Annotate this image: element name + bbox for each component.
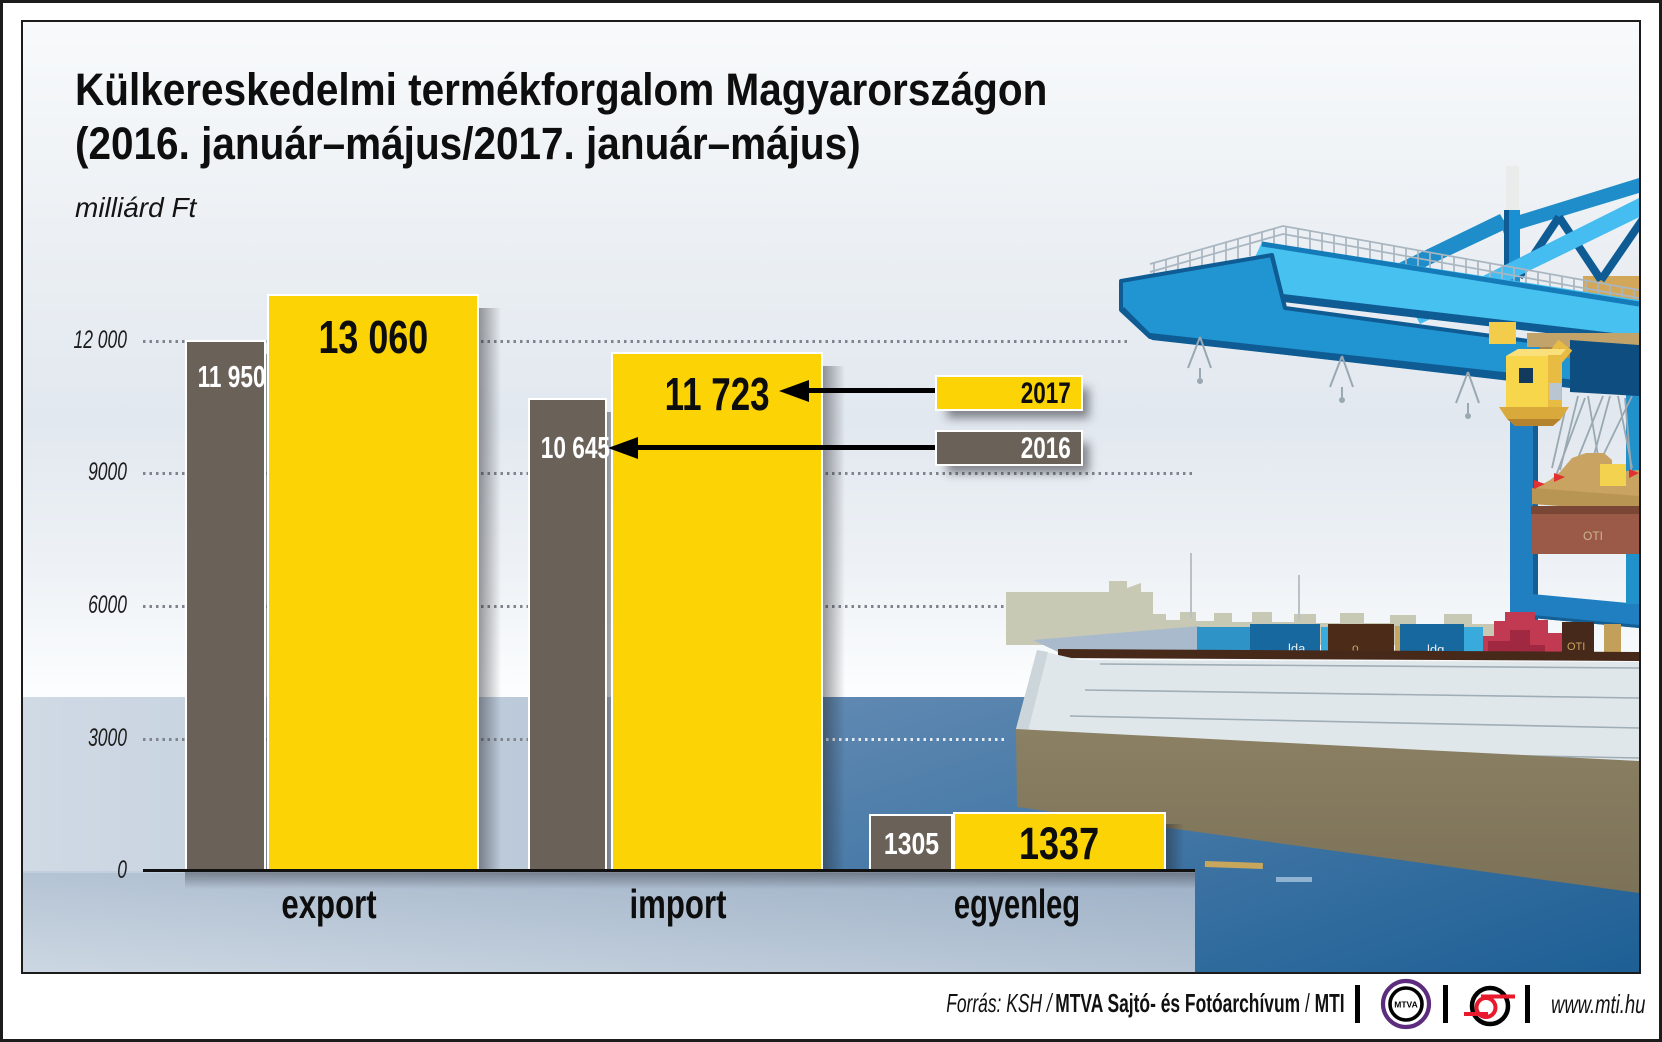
- svg-text:MTVA: MTVA: [1394, 1000, 1417, 1010]
- svg-text:o: o: [1352, 641, 1359, 655]
- svg-text:OTI: OTI: [1583, 529, 1603, 543]
- svg-text:OTI: OTI: [1567, 641, 1585, 653]
